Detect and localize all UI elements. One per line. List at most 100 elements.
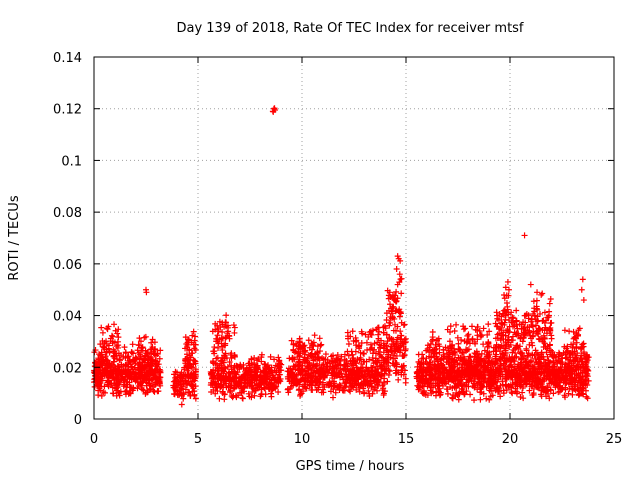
data-point	[547, 387, 554, 394]
data-point	[422, 368, 429, 375]
data-point	[219, 388, 226, 395]
data-point	[156, 378, 163, 385]
data-point	[330, 358, 337, 365]
data-point	[572, 381, 579, 388]
data-point	[394, 361, 401, 368]
data-point	[463, 381, 470, 388]
data-point	[569, 385, 575, 392]
data-point	[510, 333, 517, 340]
data-point	[91, 383, 98, 390]
data-point	[142, 333, 149, 340]
data-point	[393, 352, 400, 359]
data-point	[463, 388, 470, 395]
data-point	[546, 308, 553, 315]
data-point	[255, 355, 262, 362]
data-point	[520, 319, 527, 326]
data-point	[483, 395, 490, 402]
data-point	[218, 340, 225, 347]
data-point	[546, 373, 553, 380]
data-point	[127, 390, 134, 397]
data-point	[453, 383, 460, 390]
data-point	[133, 370, 140, 377]
data-point	[390, 341, 397, 348]
data-point	[472, 340, 479, 347]
data-point	[544, 343, 551, 350]
data-point	[366, 356, 373, 363]
data-point	[436, 349, 443, 356]
data-point	[507, 384, 514, 391]
data-point	[251, 354, 258, 361]
data-point	[362, 331, 369, 338]
data-point	[584, 357, 591, 364]
data-point	[173, 369, 180, 376]
data-point	[211, 348, 218, 355]
data-point	[474, 323, 481, 330]
data-point	[375, 382, 382, 389]
data-point	[328, 353, 335, 360]
data-point	[497, 360, 504, 367]
data-point	[214, 382, 221, 389]
data-point	[157, 369, 164, 376]
data-point	[105, 381, 112, 388]
data-point	[337, 357, 344, 364]
data-point	[464, 371, 471, 378]
data-point	[569, 366, 576, 373]
data-point	[95, 387, 102, 394]
data-point	[249, 389, 256, 396]
data-point	[304, 363, 311, 370]
data-point	[395, 369, 402, 376]
data-point	[534, 313, 541, 320]
data-point	[105, 342, 112, 349]
data-point	[233, 392, 240, 399]
data-point	[464, 361, 471, 368]
data-point	[207, 381, 214, 388]
data-point	[513, 344, 520, 351]
data-point	[427, 340, 434, 347]
data-point	[398, 340, 405, 347]
data-point	[393, 298, 400, 305]
data-point	[93, 376, 100, 383]
data-point	[456, 389, 463, 396]
data-point	[365, 387, 372, 394]
data-point	[525, 362, 532, 369]
data-point	[371, 340, 378, 347]
data-point	[334, 352, 341, 359]
data-point	[580, 297, 587, 304]
data-point	[108, 332, 115, 339]
data-point	[445, 378, 452, 385]
data-point	[332, 389, 339, 396]
data-point	[456, 361, 463, 368]
data-point	[504, 303, 511, 310]
data-point	[189, 388, 196, 395]
plot-frame	[93, 56, 615, 420]
data-point	[184, 356, 191, 363]
data-point	[493, 367, 500, 374]
data-point	[246, 382, 253, 389]
data-point	[395, 308, 402, 315]
data-point	[144, 359, 151, 366]
data-point	[575, 361, 582, 368]
data-point	[416, 366, 423, 373]
data-point	[288, 380, 295, 387]
data-point	[478, 384, 485, 391]
data-point	[446, 338, 453, 345]
data-point	[350, 368, 357, 375]
data-point	[433, 353, 440, 360]
data-point	[233, 362, 240, 369]
data-point	[152, 369, 159, 376]
data-point	[454, 334, 461, 341]
data-point	[546, 300, 553, 307]
data-point	[130, 373, 137, 380]
data-point	[297, 392, 304, 399]
data-point	[99, 329, 106, 336]
data-point	[431, 350, 438, 357]
data-point	[469, 336, 476, 343]
data-point	[480, 325, 487, 332]
data-point	[486, 372, 493, 379]
data-point	[222, 319, 229, 326]
data-point	[314, 362, 321, 369]
data-point	[559, 385, 566, 392]
data-point	[428, 373, 435, 380]
data-point	[493, 309, 500, 316]
data-point	[499, 321, 506, 328]
